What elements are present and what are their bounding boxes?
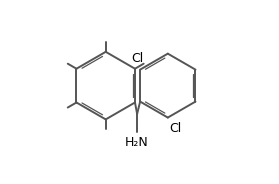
Text: Cl: Cl [131,52,143,65]
Text: H₂N: H₂N [124,136,148,149]
Text: Cl: Cl [170,122,182,135]
